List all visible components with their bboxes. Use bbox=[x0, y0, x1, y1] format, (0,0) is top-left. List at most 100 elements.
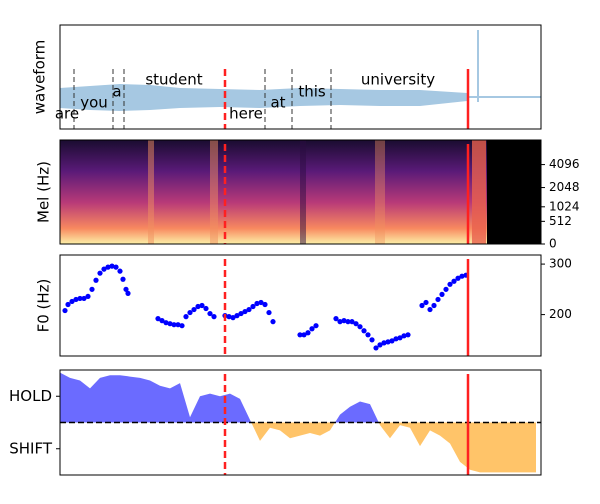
y-tick-label: 1024 bbox=[549, 199, 580, 213]
f0-point bbox=[77, 295, 83, 302]
y-tick-label: 512 bbox=[549, 214, 572, 228]
f0-point bbox=[337, 319, 343, 325]
f0-point bbox=[427, 306, 433, 313]
f0-point bbox=[230, 315, 236, 321]
f0-point bbox=[451, 278, 457, 284]
f0-point bbox=[309, 326, 315, 332]
y-tick-label: HOLD bbox=[9, 387, 52, 405]
f0-point bbox=[242, 308, 248, 315]
f0-point bbox=[125, 290, 131, 296]
frames bbox=[59, 24, 542, 476]
f0-point bbox=[349, 319, 355, 325]
f0-point bbox=[234, 313, 240, 319]
word-label: you bbox=[80, 94, 108, 112]
f0-point bbox=[191, 306, 197, 313]
f0-point bbox=[431, 302, 437, 309]
f0-point bbox=[105, 264, 111, 270]
f0-point bbox=[401, 333, 407, 339]
f0-point bbox=[175, 322, 181, 328]
word-label: are bbox=[55, 105, 79, 123]
f0-point bbox=[183, 314, 189, 320]
f0-point bbox=[199, 302, 205, 309]
word-label: this bbox=[298, 83, 326, 101]
f0-point bbox=[101, 266, 107, 272]
y-tick-label: 200 bbox=[549, 307, 572, 321]
f0-point bbox=[89, 286, 95, 292]
shift-area bbox=[60, 422, 536, 473]
word-label: here bbox=[229, 105, 263, 123]
word-label: university bbox=[361, 71, 435, 89]
f0-point bbox=[238, 310, 244, 317]
f0-point bbox=[393, 336, 399, 342]
f0-point bbox=[159, 318, 165, 324]
f0-point bbox=[435, 296, 441, 303]
f0-point bbox=[81, 295, 87, 302]
hold-area bbox=[60, 372, 536, 423]
f0-point bbox=[377, 342, 383, 348]
f0-point bbox=[447, 281, 453, 287]
f0-point bbox=[439, 291, 445, 297]
f0-point bbox=[246, 306, 252, 313]
y-tick-label: 4096 bbox=[549, 157, 580, 171]
f0-point bbox=[203, 305, 209, 312]
f0-point bbox=[163, 320, 169, 326]
f0-point bbox=[297, 332, 303, 338]
f0-point bbox=[62, 307, 68, 314]
f0-point bbox=[69, 298, 75, 305]
f0-point bbox=[305, 330, 311, 336]
f0-point bbox=[113, 264, 119, 270]
f0-point bbox=[357, 324, 363, 330]
f0-point bbox=[353, 321, 359, 327]
y-tick-label: SHIFT bbox=[9, 439, 53, 457]
f0-point bbox=[313, 323, 319, 329]
f0-point bbox=[333, 316, 339, 322]
f0-point bbox=[361, 328, 367, 334]
word-label: student bbox=[145, 71, 202, 89]
f0-point bbox=[226, 314, 232, 320]
f0-point bbox=[455, 275, 461, 281]
f0-point bbox=[171, 322, 177, 328]
f0-point bbox=[155, 316, 161, 322]
word-label: a bbox=[112, 83, 121, 101]
y-tick-label: 0 bbox=[549, 237, 557, 251]
f0-point bbox=[85, 293, 91, 300]
f0-point bbox=[341, 318, 347, 324]
f0-point bbox=[270, 319, 276, 325]
f0-point bbox=[345, 319, 351, 325]
y-axis-label: waveform bbox=[31, 40, 49, 115]
f0-point bbox=[373, 345, 379, 351]
f0-point bbox=[385, 339, 391, 345]
y-axis-label: Mel (Hz) bbox=[35, 161, 53, 223]
f0-point bbox=[109, 263, 115, 269]
spectrogram-deco bbox=[60, 140, 541, 244]
f0-point bbox=[262, 301, 268, 308]
f0-point bbox=[65, 301, 71, 308]
f0-point bbox=[93, 277, 99, 283]
waveform-deco bbox=[60, 30, 541, 111]
f0-point bbox=[117, 268, 123, 274]
f0-point bbox=[250, 303, 256, 310]
f0-point bbox=[195, 303, 201, 310]
f0-point bbox=[167, 321, 173, 327]
f0-point bbox=[120, 276, 126, 282]
f0-point bbox=[301, 332, 307, 338]
f0-point bbox=[73, 296, 79, 303]
f0-point bbox=[258, 299, 264, 306]
f0-point bbox=[365, 332, 371, 338]
f0-point bbox=[179, 323, 185, 329]
y-tick-label: 2048 bbox=[549, 180, 580, 194]
f0-point bbox=[187, 309, 193, 316]
f0-point bbox=[423, 299, 429, 306]
f0-point bbox=[389, 338, 395, 344]
f0-point bbox=[123, 286, 129, 292]
f0-point bbox=[97, 270, 103, 276]
f0-point bbox=[419, 302, 425, 309]
f0-point bbox=[254, 300, 260, 307]
word-label: at bbox=[270, 94, 285, 112]
f0-point bbox=[459, 273, 465, 279]
f0-point bbox=[207, 310, 213, 317]
f0-point bbox=[405, 332, 411, 338]
f0-point bbox=[211, 314, 217, 320]
f0-point bbox=[381, 340, 387, 346]
